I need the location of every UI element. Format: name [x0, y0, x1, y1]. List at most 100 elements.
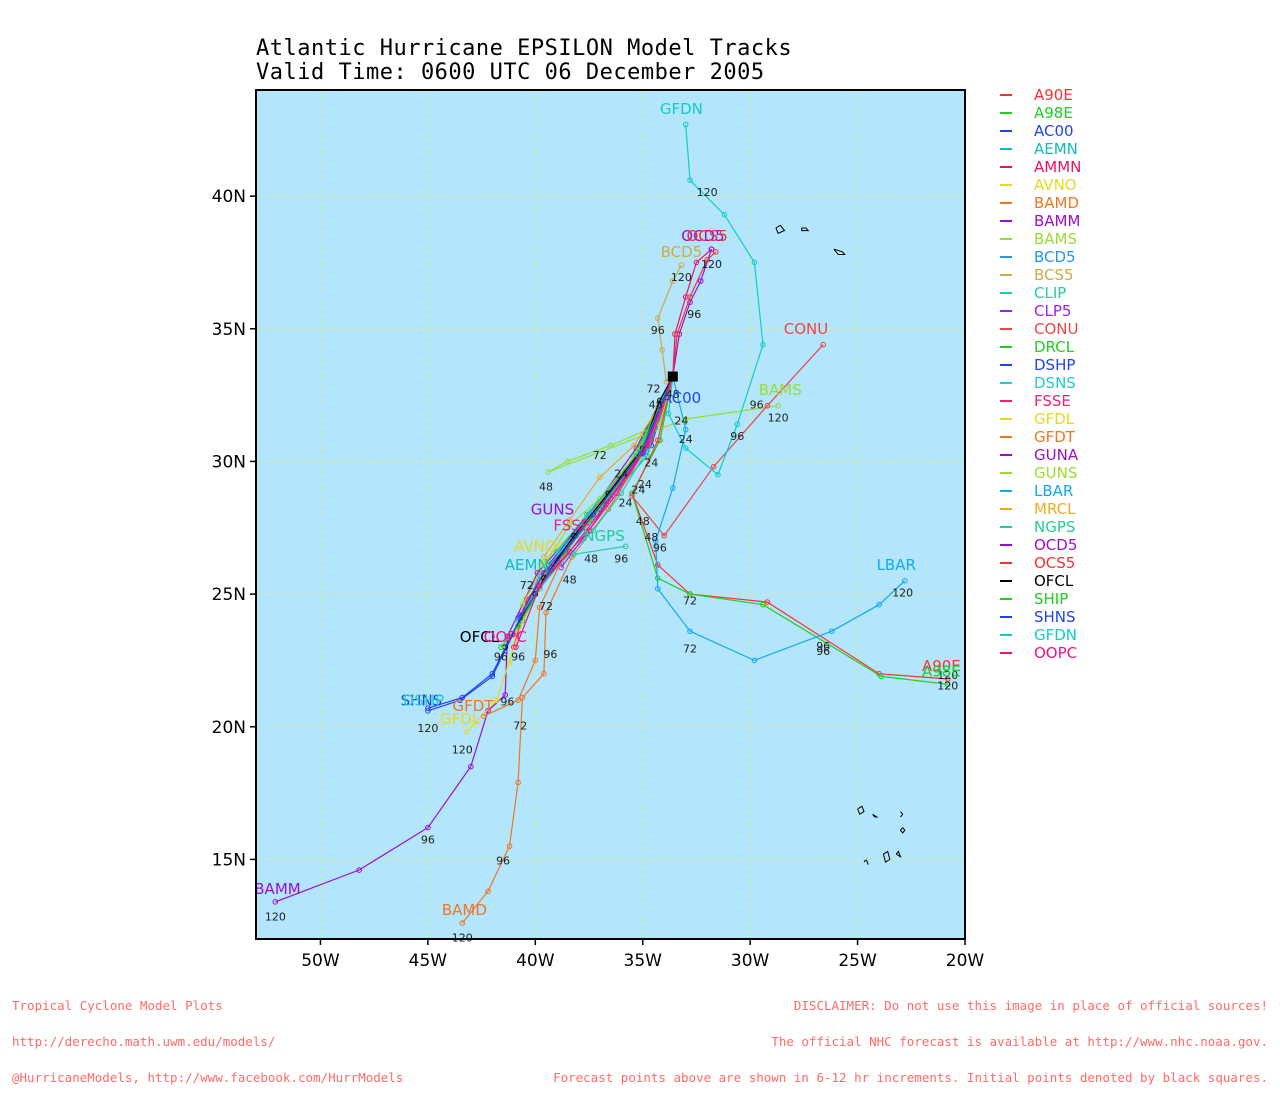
- legend-item-ocs5: OCS5: [1000, 554, 1081, 572]
- track-point: [687, 628, 693, 635]
- legend-label: AMMN: [1034, 158, 1082, 176]
- track-point: [545, 469, 551, 475]
- legend-label: CONU: [1034, 320, 1079, 338]
- legend-swatch: [1000, 652, 1012, 654]
- legend-item-ac00: AC00: [1000, 122, 1081, 140]
- legend-item-guna: GUNA: [1000, 446, 1081, 464]
- legend-swatch: [1000, 634, 1012, 636]
- land-outline: [882, 850, 891, 863]
- legend-swatch: [1000, 274, 1012, 276]
- track-point: [566, 517, 573, 523]
- model-end-label: OOPC: [484, 628, 527, 646]
- track-point: [708, 246, 715, 252]
- track-point: [513, 644, 519, 650]
- legend-label: GFDN: [1034, 626, 1078, 644]
- track-point: [751, 657, 758, 664]
- track-point: [682, 445, 689, 451]
- legend-swatch: [1000, 130, 1012, 132]
- land-outline: [775, 224, 786, 234]
- legend: A90E A98E AC00 AEMN AMMN AVNO BAMD BAMM BAMS BCD5…: [1000, 86, 1081, 662]
- track-point: [721, 211, 728, 218]
- legend-label: BAMM: [1034, 212, 1081, 230]
- track-point: [760, 341, 766, 348]
- model-end-label: BAMS: [759, 381, 802, 399]
- forecast-hour-label: 24: [674, 414, 688, 427]
- track-point: [607, 442, 614, 449]
- legend-label: OCD5: [1034, 536, 1078, 554]
- tick-label-lon: 30W: [731, 951, 770, 971]
- forecast-hour-label: 96: [494, 650, 508, 663]
- footer-right-line: DISCLAIMER: Do not use this image in pla…: [793, 998, 1268, 1013]
- legend-label: BCD5: [1034, 248, 1076, 266]
- forecast-hour-label: 120: [671, 271, 692, 284]
- tick-label-lon: 25W: [838, 951, 877, 971]
- forecast-hour-label: 48: [539, 481, 553, 494]
- track-point: [541, 554, 547, 560]
- forecast-hour-label: 48: [666, 388, 680, 401]
- track-point: [678, 262, 685, 268]
- legend-swatch: [1000, 616, 1012, 618]
- track-conu: [631, 344, 824, 537]
- legend-label: A98E: [1034, 104, 1073, 122]
- track-point: [878, 673, 885, 680]
- track-point: [586, 527, 592, 534]
- forecast-hour-label: 24: [679, 433, 693, 446]
- track-point: [652, 538, 659, 544]
- land-outline: [872, 813, 879, 818]
- model-end-label: OCS5: [687, 227, 728, 245]
- forecast-hour-label: 24: [619, 497, 633, 510]
- legend-label: A90E: [1034, 86, 1073, 104]
- track-point: [687, 294, 693, 300]
- track-point: [697, 278, 704, 284]
- legend-label: LBAR: [1034, 482, 1074, 500]
- legend-swatch: [1000, 418, 1012, 420]
- model-end-label: OCD5: [681, 227, 724, 245]
- land-outline: [895, 850, 902, 859]
- track-point: [502, 692, 509, 698]
- legend-item-shns: SHNS: [1000, 608, 1081, 626]
- track-point: [425, 824, 431, 831]
- forecast-hour-label: 72: [539, 600, 553, 613]
- legend-swatch: [1000, 382, 1012, 384]
- legend-swatch: [1000, 292, 1012, 294]
- legend-item-dshp: DSHP: [1000, 356, 1081, 374]
- tick-label-lon: 40W: [516, 951, 555, 971]
- model-end-label: BAMM: [254, 880, 300, 898]
- model-end-label: BAMD: [442, 901, 487, 919]
- track-point: [493, 697, 500, 704]
- forecast-hour-label: 24: [614, 467, 628, 480]
- tick-label-lat: 20N: [212, 718, 246, 738]
- legend-swatch: [1000, 490, 1012, 492]
- legend-label: OCS5: [1034, 554, 1076, 572]
- track-point: [547, 567, 554, 574]
- tick-label-lon: 45W: [409, 951, 448, 971]
- track-point: [425, 705, 431, 711]
- legend-label: CLP5: [1034, 302, 1072, 320]
- track-point: [760, 601, 766, 608]
- legend-item-ship: SHIP: [1000, 590, 1081, 608]
- track-point: [687, 177, 693, 184]
- track-point: [902, 578, 908, 584]
- track-point: [571, 551, 577, 558]
- forecast-hour-label: 72: [513, 719, 527, 732]
- track-bamd: [461, 376, 674, 924]
- track-point: [605, 506, 612, 512]
- legend-item-bcs5: BCS5: [1000, 266, 1081, 284]
- footer-right-line: Forecast points above are shown in 6-12 …: [553, 1070, 1268, 1085]
- track-point: [715, 471, 721, 478]
- forecast-hour-label: 96: [500, 696, 514, 709]
- forecast-hour-label: 120: [892, 587, 913, 600]
- model-end-label: FSSE: [553, 516, 590, 534]
- track-point: [629, 493, 635, 499]
- track-point: [603, 501, 610, 507]
- track-point: [682, 426, 689, 433]
- track-ocs5: [672, 251, 717, 377]
- model-end-label: SHNS: [401, 692, 443, 710]
- track-point: [764, 402, 771, 409]
- forecast-hour-label: 96: [687, 308, 701, 321]
- track-point: [657, 421, 663, 428]
- legend-item-clip: CLIP: [1000, 284, 1081, 302]
- legend-swatch: [1000, 310, 1012, 312]
- track-point: [519, 601, 526, 608]
- forecast-hour-label: 96: [496, 855, 510, 868]
